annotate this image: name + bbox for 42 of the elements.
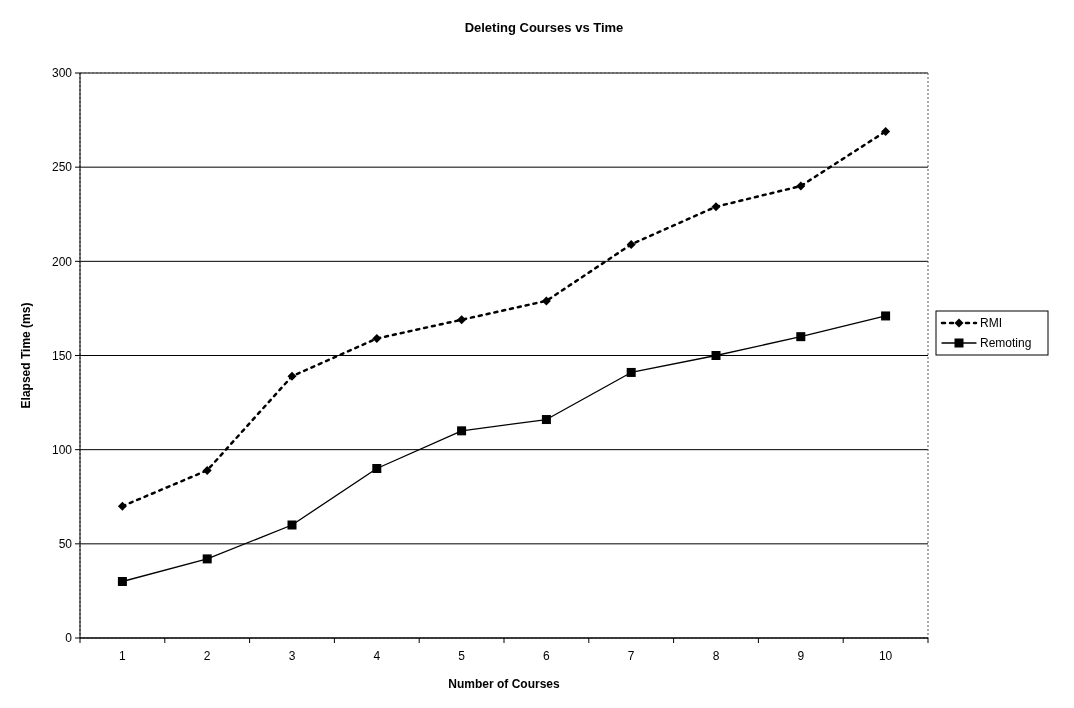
x-tick-label: 6 (543, 649, 551, 663)
x-tick-label: 10 (878, 649, 893, 663)
point (626, 239, 636, 249)
legend-label: Remoting (980, 336, 1032, 351)
point (287, 371, 297, 381)
x-tick-label: 5 (458, 649, 466, 663)
point (202, 554, 212, 564)
y-tick-label: 300 (51, 66, 73, 81)
y-tick-label: 0 (65, 631, 73, 646)
x-tick-label: 4 (373, 649, 381, 663)
point (372, 464, 382, 473)
point (881, 126, 891, 136)
point (117, 577, 127, 586)
y-axis-title: Elapsed Time (ms) (19, 302, 33, 409)
point (881, 311, 891, 321)
point (372, 334, 382, 344)
point (457, 426, 467, 436)
y-tick-label: 250 (51, 160, 73, 175)
x-tick-label: 3 (288, 649, 296, 663)
point (796, 181, 806, 191)
point (711, 202, 721, 212)
point (202, 465, 212, 475)
y-tick-label: 100 (51, 442, 73, 457)
y-tick-label: 50 (58, 537, 73, 552)
y-tick-label: 150 (51, 348, 73, 363)
x-tick-label: 9 (797, 649, 805, 663)
point (541, 415, 551, 425)
x-axis-title: Number of Courses (448, 677, 560, 691)
chart-title: Deleting Courses vs Time (464, 20, 624, 35)
x-tick-label: 1 (119, 649, 127, 663)
x-tick-label: 8 (712, 649, 720, 663)
point (117, 501, 127, 511)
x-tick-label: 2 (203, 649, 211, 663)
point (541, 296, 551, 306)
x-tick-label: 7 (627, 649, 635, 663)
point (711, 351, 721, 360)
point (457, 315, 467, 325)
point (626, 367, 636, 377)
point (287, 520, 297, 530)
point (796, 332, 806, 342)
legend-label: RMI (980, 316, 1002, 331)
y-tick-label: 200 (51, 254, 73, 269)
